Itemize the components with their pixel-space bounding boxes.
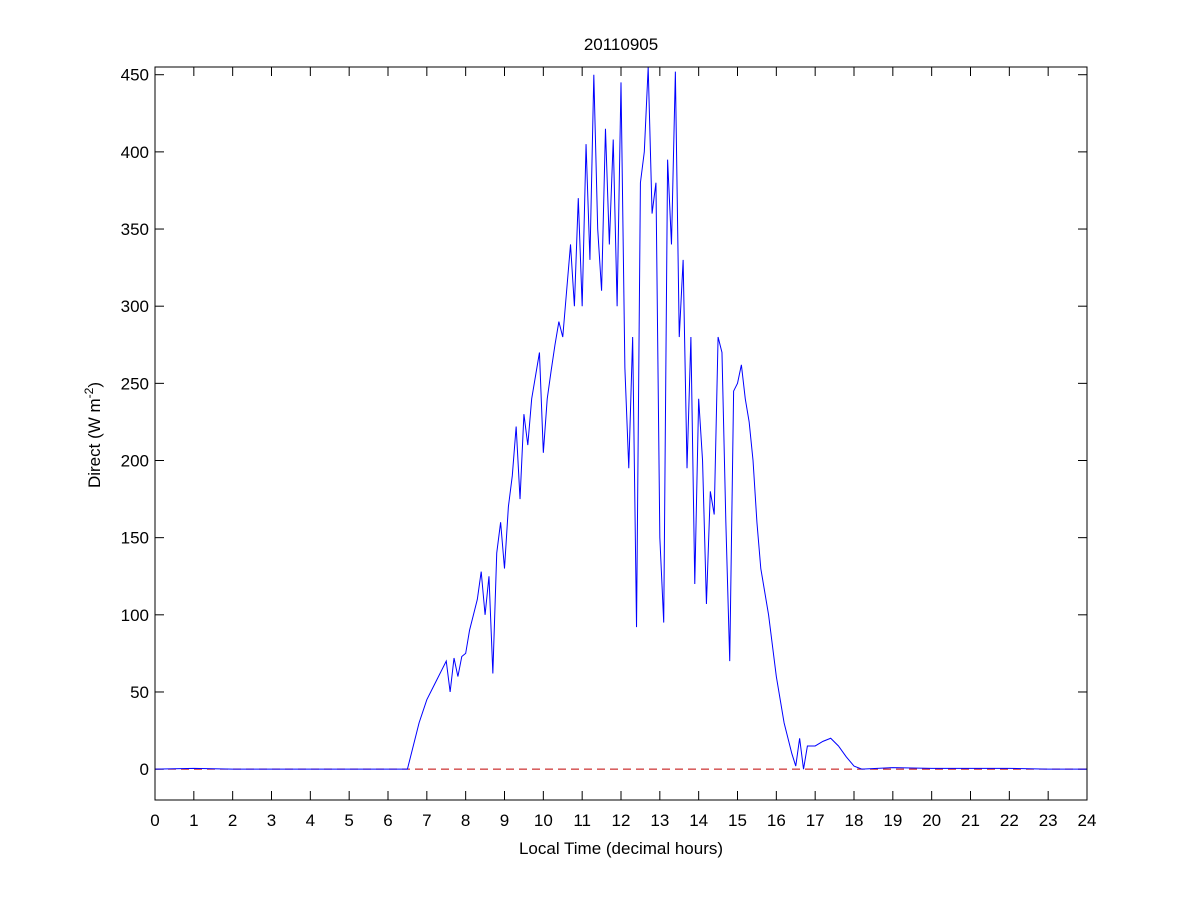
plot-frame bbox=[154, 66, 1088, 801]
y-tick-label: 400 bbox=[121, 143, 149, 162]
x-tick-label: 20 bbox=[922, 811, 941, 830]
x-tick-label: 23 bbox=[1039, 811, 1058, 830]
y-tick-label: 300 bbox=[121, 297, 149, 316]
data-line bbox=[154, 66, 1087, 770]
y-label-sup: -2 bbox=[82, 387, 96, 398]
y-axis-label: Direct (W m-2) bbox=[82, 382, 104, 488]
x-tick-label: 2 bbox=[228, 811, 237, 830]
x-tick-label: 5 bbox=[344, 811, 353, 830]
x-axis-label: Local Time (decimal hours) bbox=[519, 839, 723, 858]
x-tick-label: 12 bbox=[612, 811, 631, 830]
x-tick-label: 13 bbox=[650, 811, 669, 830]
y-tick-label: 0 bbox=[140, 760, 149, 779]
y-label-text: Direct (W m bbox=[85, 398, 104, 488]
x-tick-label: 17 bbox=[806, 811, 825, 830]
x-tick-label: 14 bbox=[689, 811, 708, 830]
x-tick-label: 4 bbox=[306, 811, 315, 830]
y-tick-label: 100 bbox=[121, 606, 149, 625]
x-tick-label: 19 bbox=[883, 811, 902, 830]
x-tick-label: 1 bbox=[189, 811, 198, 830]
y-tick-label: 150 bbox=[121, 529, 149, 548]
x-tick-label: 9 bbox=[500, 811, 509, 830]
y-label-end: ) bbox=[85, 382, 104, 388]
y-tick-label: 50 bbox=[130, 683, 149, 702]
x-tick-label: 6 bbox=[383, 811, 392, 830]
y-tick-label: 200 bbox=[121, 452, 149, 471]
x-tick-label: 8 bbox=[461, 811, 470, 830]
chart-title: 20110905 bbox=[584, 35, 658, 54]
x-tick-label: 3 bbox=[267, 811, 276, 830]
x-tick-label: 0 bbox=[150, 811, 159, 830]
x-tick-label: 11 bbox=[573, 811, 591, 830]
x-tick-label: 15 bbox=[728, 811, 747, 830]
x-tick-label: 7 bbox=[422, 811, 431, 830]
y-tick-label: 450 bbox=[121, 66, 149, 85]
x-tick-label: 10 bbox=[534, 811, 553, 830]
x-tick-label: 22 bbox=[1000, 811, 1019, 830]
y-tick-label: 250 bbox=[121, 374, 149, 393]
x-tick-label: 24 bbox=[1078, 811, 1097, 830]
x-tick-label: 18 bbox=[845, 811, 864, 830]
x-tick-label: 21 bbox=[961, 811, 980, 830]
y-tick-label: 350 bbox=[121, 220, 149, 239]
x-tick-label: 16 bbox=[767, 811, 786, 830]
